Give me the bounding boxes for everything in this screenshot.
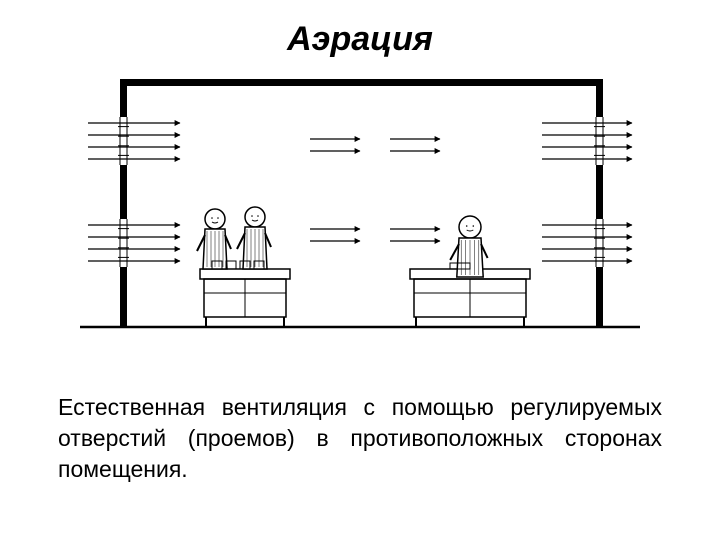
aeration-diagram bbox=[80, 69, 640, 374]
caption-text: Естественная вентиляция с помощью регули… bbox=[40, 392, 680, 485]
page-title: Аэрация bbox=[287, 20, 433, 59]
